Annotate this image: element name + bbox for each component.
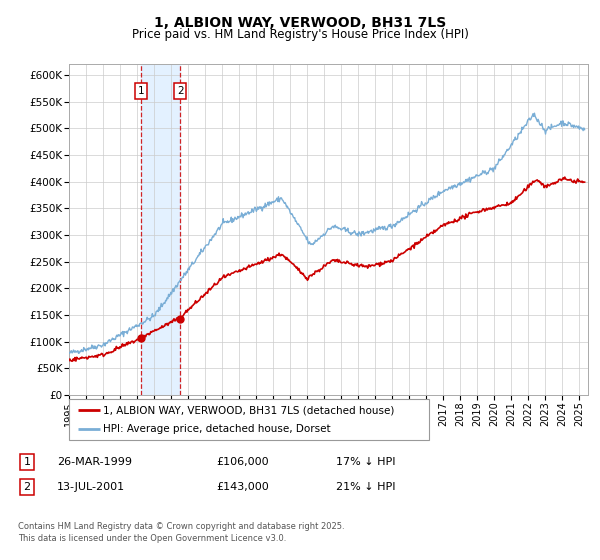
Text: 2: 2	[23, 482, 31, 492]
Text: 17% ↓ HPI: 17% ↓ HPI	[336, 457, 395, 467]
Text: Contains HM Land Registry data © Crown copyright and database right 2025.
This d: Contains HM Land Registry data © Crown c…	[18, 522, 344, 543]
Text: 26-MAR-1999: 26-MAR-1999	[57, 457, 132, 467]
Bar	[141, 64, 180, 395]
Text: Price paid vs. HM Land Registry's House Price Index (HPI): Price paid vs. HM Land Registry's House …	[131, 28, 469, 41]
Text: 13-JUL-2001: 13-JUL-2001	[57, 482, 125, 492]
Text: 2: 2	[177, 86, 184, 96]
Text: £106,000: £106,000	[216, 457, 269, 467]
Text: 21% ↓ HPI: 21% ↓ HPI	[336, 482, 395, 492]
Text: 1, ALBION WAY, VERWOOD, BH31 7LS (detached house): 1, ALBION WAY, VERWOOD, BH31 7LS (detach…	[103, 405, 395, 415]
Text: 1: 1	[137, 86, 144, 96]
Text: 1: 1	[23, 457, 31, 467]
Text: 1, ALBION WAY, VERWOOD, BH31 7LS: 1, ALBION WAY, VERWOOD, BH31 7LS	[154, 16, 446, 30]
Text: HPI: Average price, detached house, Dorset: HPI: Average price, detached house, Dors…	[103, 424, 331, 433]
FancyBboxPatch shape	[69, 399, 429, 440]
Text: £143,000: £143,000	[216, 482, 269, 492]
